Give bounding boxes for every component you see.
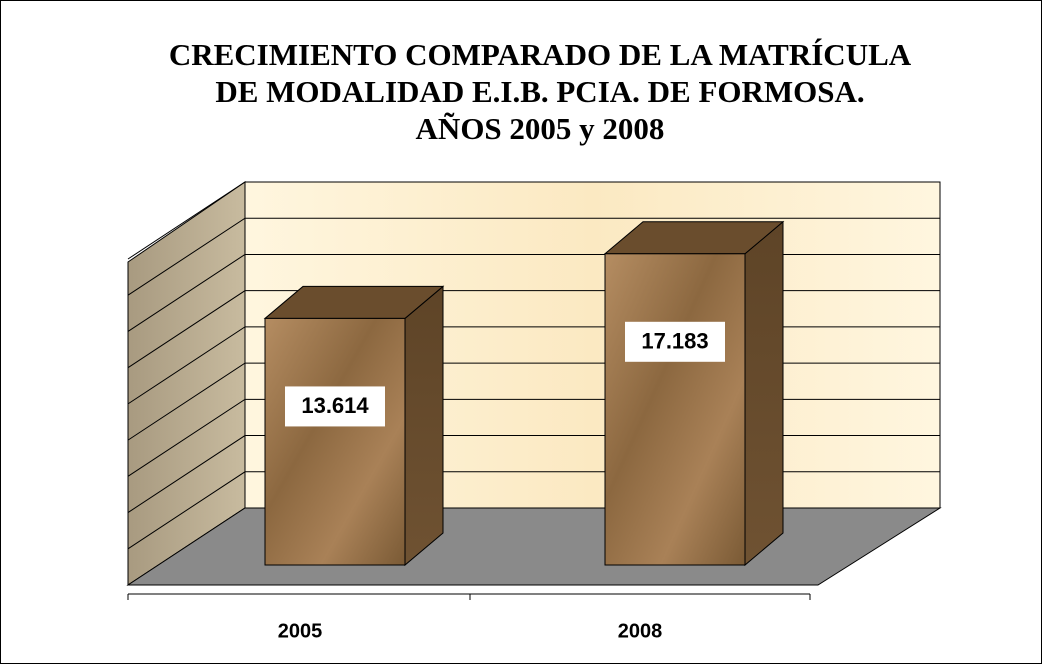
x-tick-label: 2005 (278, 620, 323, 642)
title: CRECIMIENTO COMPARADO DE LA MATRÍCULA DE… (169, 37, 912, 146)
bar-side (404, 285, 444, 567)
title-line: CRECIMIENTO COMPARADO DE LA MATRÍCULA (169, 37, 912, 72)
bar (264, 317, 406, 566)
bar (604, 253, 746, 566)
x-tick-label: 2008 (618, 620, 663, 642)
title-line: DE MODALIDAD E.I.B. PCIA. DE FORMOSA. (215, 74, 864, 109)
value-label: 13.614 (301, 393, 369, 418)
value-label-box (625, 321, 725, 362)
grid-line (127, 217, 940, 296)
grid-line (127, 181, 940, 260)
title-line: AÑOS 2005 y 2008 (416, 111, 665, 146)
floor (126, 507, 942, 586)
value-label-box (285, 386, 385, 427)
value-label: 17.183 (641, 329, 708, 354)
bar-side (744, 220, 784, 567)
